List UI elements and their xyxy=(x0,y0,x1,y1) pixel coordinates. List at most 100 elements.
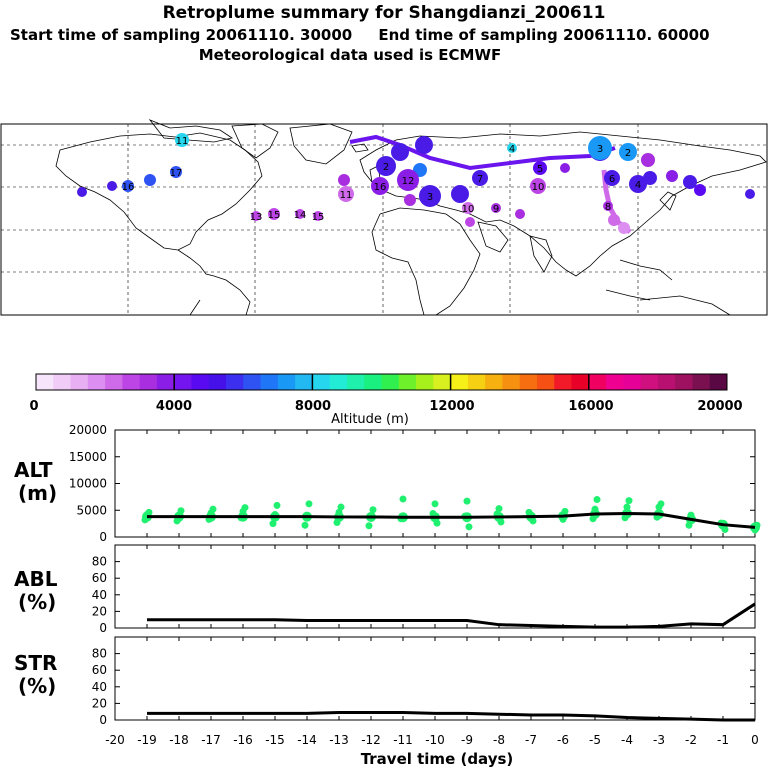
plume-marker xyxy=(588,136,612,160)
plume-marker xyxy=(295,209,305,219)
colorbar-swatch xyxy=(398,374,417,390)
plume-marker-label: 15 xyxy=(268,210,281,221)
colorbar-swatch xyxy=(208,374,227,390)
sampling-times: Start time of sampling 20061110. 30000 E… xyxy=(10,26,710,44)
str-unit: (%) xyxy=(18,674,56,698)
colorbar-swatch xyxy=(675,374,693,390)
colorbar-swatch xyxy=(36,374,54,390)
abl-series-line xyxy=(147,602,756,629)
plume-dot xyxy=(465,217,475,227)
altitude-colorbar xyxy=(35,373,728,391)
plume-marker-label: 8 xyxy=(605,202,611,213)
abl-unit: (%) xyxy=(18,590,56,614)
y-tick-label: 0 xyxy=(99,530,107,544)
cb-tick-12000: 12000 xyxy=(429,399,474,414)
plume-marker-label: 4 xyxy=(635,180,641,191)
colorbar-swatch xyxy=(554,374,573,390)
alt-scatter-point xyxy=(365,522,373,530)
plume-dot xyxy=(694,184,706,196)
plume-marker xyxy=(604,170,620,186)
plume-marker-label: 11 xyxy=(340,190,353,201)
plume-marker-label: 15 xyxy=(312,212,325,223)
x-tick-label: -19 xyxy=(137,733,157,747)
plume-dot xyxy=(415,136,433,154)
alt-scatter-point xyxy=(399,495,407,503)
plume-dot xyxy=(404,194,416,206)
colorbar-swatch xyxy=(450,374,469,390)
plume-marker xyxy=(170,166,182,178)
colorbar-swatch xyxy=(692,374,711,390)
plume-marker-label: 10 xyxy=(532,182,545,193)
plume-marker xyxy=(472,170,488,186)
alt-unit: (m) xyxy=(18,481,57,505)
colorbar-swatch xyxy=(640,374,659,390)
plume-marker xyxy=(268,208,280,220)
x-tick-label: -12 xyxy=(361,733,381,747)
colorbar-swatch xyxy=(346,374,365,390)
x-tick-label: 0 xyxy=(751,733,759,747)
alt-scatter-point xyxy=(463,497,471,505)
cb-tick-4000: 4000 xyxy=(156,399,192,414)
y-tick-label: 10000 xyxy=(69,477,107,491)
y-tick-label: 20 xyxy=(92,604,107,618)
plume-marker xyxy=(371,177,389,195)
x-tick-label: -16 xyxy=(233,733,253,747)
colorbar-frame xyxy=(35,373,728,391)
colorbar-swatch xyxy=(502,374,521,390)
colorbar-swatch xyxy=(657,374,676,390)
alt-scatter-point xyxy=(305,500,313,508)
plume-marker-label: 2 xyxy=(625,148,631,159)
plume-dot xyxy=(666,170,678,182)
x-axis-label: Travel time (days) xyxy=(361,750,514,768)
cb-tick-16000: 16000 xyxy=(568,399,613,414)
colorbar-swatch xyxy=(364,374,382,390)
x-tick-label: -1 xyxy=(717,733,729,747)
trajectory-line xyxy=(349,134,616,171)
plume-dot xyxy=(391,143,409,161)
y-tick-label: 60 xyxy=(92,663,107,677)
colorbar-swatch xyxy=(191,374,210,390)
colorbar-swatch xyxy=(606,374,624,390)
plume-marker xyxy=(629,175,647,193)
colorbar-swatch xyxy=(485,374,503,390)
plume-dot xyxy=(338,174,350,186)
y-tick-label: 0 xyxy=(99,713,107,727)
x-tick-label: -7 xyxy=(525,733,537,747)
colorbar-swatch xyxy=(243,374,262,390)
x-tick-label: -20 xyxy=(105,733,125,747)
panel-frame xyxy=(114,636,756,721)
plume-dot xyxy=(515,209,525,219)
plume-marker xyxy=(507,143,517,153)
colorbar-swatch xyxy=(467,374,486,390)
alt-scatter-point xyxy=(465,523,473,531)
panel-frame xyxy=(114,544,756,629)
x-tick-label: -10 xyxy=(425,733,445,747)
plume-markers: 123456789101112131415161617114321510 xyxy=(77,133,755,234)
plume-marker-label: 6 xyxy=(609,174,615,185)
plume-marker xyxy=(530,178,546,194)
colorbar-swatch xyxy=(295,374,313,390)
colorbar-swatch xyxy=(105,374,123,390)
x-tick-label: -15 xyxy=(265,733,285,747)
plume-marker-label: 4 xyxy=(509,144,515,155)
colorbar-swatch xyxy=(571,374,590,390)
colorbar-swatch xyxy=(312,374,331,390)
plume-marker-label: 14 xyxy=(294,210,307,221)
alt-scatter-point xyxy=(369,506,377,514)
colorbar-swatch xyxy=(623,374,642,390)
plume-marker-label: 7 xyxy=(477,174,483,185)
map-frame xyxy=(0,123,768,316)
x-tick-label: -18 xyxy=(169,733,189,747)
plume-marker-label: 9 xyxy=(493,204,499,215)
colorbar-swatch xyxy=(277,374,296,390)
alt-scatter-point xyxy=(431,500,439,508)
panel-labels: ALT (m) ABL (%) STR (%) xyxy=(14,458,58,698)
plume-marker xyxy=(462,202,474,214)
colorbar-swatch xyxy=(87,374,106,390)
plume-marker-label: 3 xyxy=(427,192,433,203)
plume-marker xyxy=(313,211,323,221)
y-tick-label: 40 xyxy=(92,680,107,694)
x-tick-label: -14 xyxy=(297,733,317,747)
map-panel: 123456789101112131415161617114321510 xyxy=(0,119,768,316)
